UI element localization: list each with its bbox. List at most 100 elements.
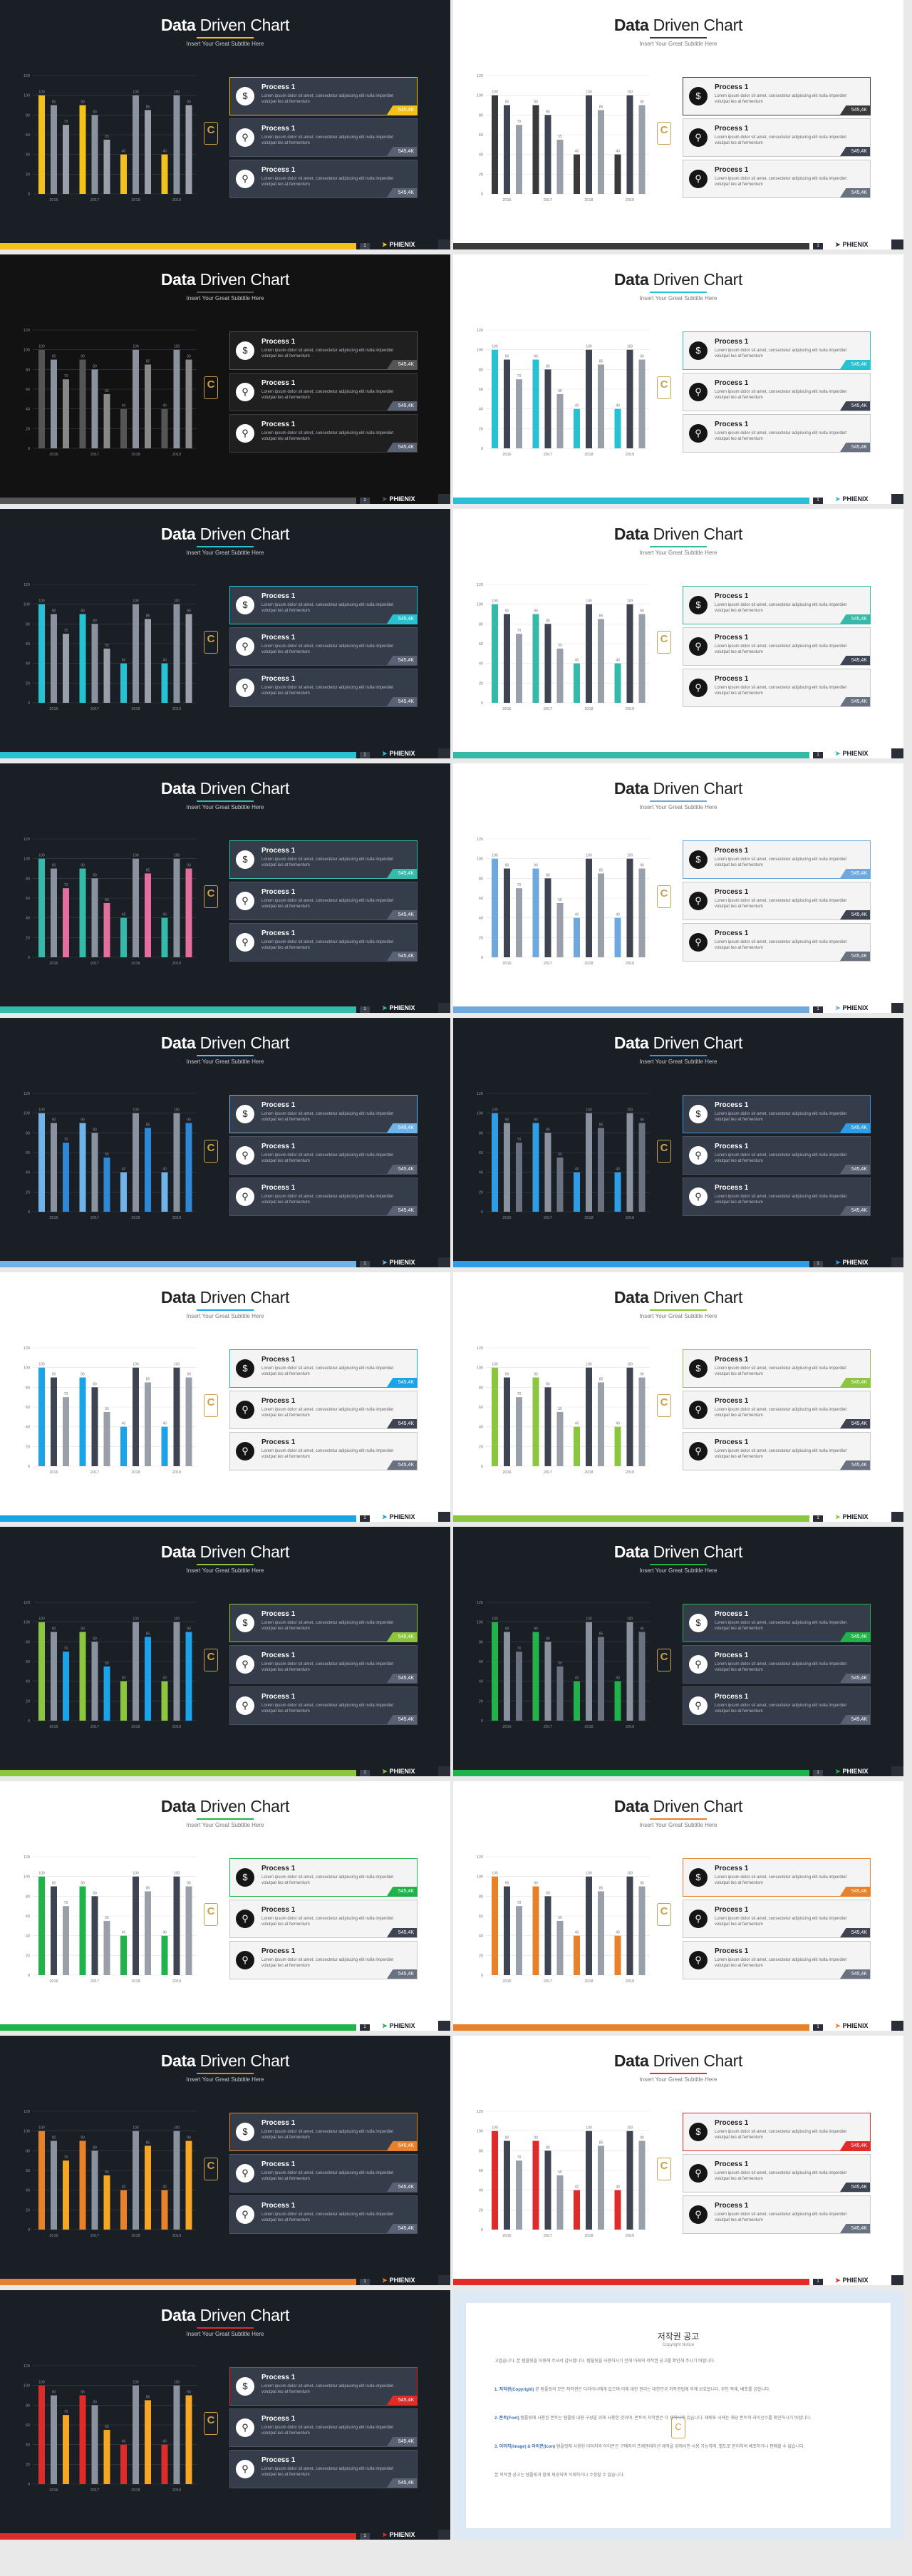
slide-16[interactable]: Data Driven Chart Insert Your Great Subti…	[453, 1781, 903, 2031]
process-card-1[interactable]: $ Process 1 Lorem ipsum dolor sit amet, co…	[683, 331, 871, 370]
data-label: 70	[517, 120, 522, 124]
bar-2018-series-1	[574, 2190, 580, 2230]
process-title: Process 1	[261, 592, 296, 600]
bar-2016-series-1	[492, 1622, 498, 1721]
process-card-2[interactable]: ⚲ Process 1 Lorem ipsum dolor sit amet, co…	[683, 627, 871, 666]
process-card-1[interactable]: $ Process 1 Lorem ipsum dolor sit amet, co…	[229, 840, 418, 879]
process-card-2[interactable]: ⚲ Process 1 Lorem ipsum dolor sit amet, co…	[229, 882, 418, 920]
slide-6[interactable]: Data Driven Chart Insert Your Great Subti…	[453, 509, 903, 758]
process-card-1[interactable]: $ Process 1 Lorem ipsum dolor sit amet, co…	[683, 77, 871, 115]
slide-3[interactable]: Data Driven Chart Insert Your Great Subti…	[0, 254, 450, 504]
data-label: 55	[558, 644, 562, 648]
process-card-3[interactable]: ⚲ Process 1 Lorem ipsum dolor sit amet, co…	[229, 1432, 418, 1470]
process-card-2[interactable]: ⚲ Process 1 Lorem ipsum dolor sit amet, co…	[229, 1645, 418, 1684]
process-title: Process 1	[715, 2202, 749, 2210]
process-card-3[interactable]: ⚲ Process 1 Lorem ipsum dolor sit amet, co…	[683, 1432, 871, 1470]
slide-7[interactable]: Data Driven Chart Insert Your Great Subti…	[0, 763, 450, 1013]
process-card-2[interactable]: ⚲ Process 1 Lorem ipsum dolor sit amet, co…	[683, 1391, 871, 1429]
process-card-2[interactable]: ⚲ Process 1 Lorem ipsum dolor sit amet, co…	[229, 627, 418, 666]
process-card-2[interactable]: ⚲ Process 1 Lorem ipsum dolor sit amet, co…	[229, 1391, 418, 1429]
slide-11[interactable]: Data Driven Chart Insert Your Great Subti…	[0, 1272, 450, 1522]
slide-12[interactable]: Data Driven Chart Insert Your Great Subti…	[453, 1272, 903, 1522]
process-card-3[interactable]: ⚲ Process 1 Lorem ipsum dolor sit amet, co…	[229, 2450, 418, 2488]
process-card-2[interactable]: ⚲ Process 1 Lorem ipsum dolor sit amet, co…	[683, 1136, 871, 1175]
process-card-2[interactable]: ⚲ Process 1 Lorem ipsum dolor sit amet, co…	[683, 1645, 871, 1684]
process-card-3[interactable]: ⚲ Process 1 Lorem ipsum dolor sit amet, co…	[683, 923, 871, 962]
page-number: 1	[360, 2279, 370, 2285]
y-tick-label: 120	[24, 1346, 30, 1351]
y-tick-label: 100	[24, 857, 30, 862]
process-card-2[interactable]: ⚲ Process 1 Lorem ipsum dolor sit amet, co…	[683, 373, 871, 411]
slide-17[interactable]: Data Driven Chart Insert Your Great Subti…	[0, 2036, 450, 2285]
process-card-2[interactable]: ⚲ Process 1 Lorem ipsum dolor sit amet, co…	[229, 373, 418, 411]
process-card-3[interactable]: ⚲ Process 1 Lorem ipsum dolor sit amet, co…	[229, 1686, 418, 1725]
process-card-2[interactable]: ⚲ Process 1 Lorem ipsum dolor sit amet, co…	[229, 1136, 418, 1175]
slide-4[interactable]: Data Driven Chart Insert Your Great Subti…	[453, 254, 903, 504]
slide-13[interactable]: Data Driven Chart Insert Your Great Subti…	[0, 1527, 450, 1776]
location-pin-icon: ⚲	[236, 424, 254, 443]
process-card-3[interactable]: ⚲ Process 1 Lorem ipsum dolor sit amet, co…	[683, 2195, 871, 2234]
process-card-1[interactable]: $ Process 1 Lorem ipsum dolor sit amet, co…	[229, 1604, 418, 1642]
process-card-3[interactable]: ⚲ Process 1 Lorem ipsum dolor sit amet, co…	[683, 414, 871, 453]
process-card-1[interactable]: $ Process 1 Lorem ipsum dolor sit amet, co…	[229, 1349, 418, 1388]
process-card-1[interactable]: $ Process 1 Lorem ipsum dolor sit amet, co…	[229, 2367, 418, 2406]
process-card-1[interactable]: $ Process 1 Lorem ipsum dolor sit amet, co…	[229, 77, 418, 115]
process-card-3[interactable]: ⚲ Process 1 Lorem ipsum dolor sit amet, co…	[683, 1941, 871, 1979]
process-card-3[interactable]: ⚲ Process 1 Lorem ipsum dolor sit amet, co…	[229, 160, 418, 198]
slide-19[interactable]: Data Driven Chart Insert Your Great Subti…	[0, 2290, 450, 2540]
process-card-3[interactable]: ⚲ Process 1 Lorem ipsum dolor sit amet, co…	[683, 160, 871, 198]
x-tick-label: 2019	[626, 1979, 634, 1984]
process-card-1[interactable]: $ Process 1 Lorem ipsum dolor sit amet, co…	[683, 586, 871, 624]
slide-10[interactable]: Data Driven Chart Insert Your Great Subti…	[453, 1018, 903, 1267]
process-card-1[interactable]: $ Process 1 Lorem ipsum dolor sit amet, co…	[229, 331, 418, 370]
data-label: 100	[492, 1617, 498, 1622]
process-card-1[interactable]: $ Process 1 Lorem ipsum dolor sit amet, co…	[683, 840, 871, 879]
process-description: Lorem ipsum dolor sit amet, consectetur …	[261, 2171, 394, 2181]
y-tick-label: 0	[481, 447, 483, 451]
location-pin-icon: ⚲	[236, 1696, 254, 1715]
process-card-2[interactable]: ⚲ Process 1 Lorem ipsum dolor sit amet, co…	[683, 2154, 871, 2193]
slide-18[interactable]: Data Driven Chart Insert Your Great Subti…	[453, 2036, 903, 2285]
process-card-2[interactable]: ⚲ Process 1 Lorem ipsum dolor sit amet, co…	[683, 118, 871, 157]
slide-15[interactable]: Data Driven Chart Insert Your Great Subti…	[0, 1781, 450, 2031]
process-card-3[interactable]: ⚲ Process 1 Lorem ipsum dolor sit amet, co…	[683, 669, 871, 707]
slide-1[interactable]: Data Driven Chart Insert Your Great Subti…	[0, 0, 450, 249]
process-card-2[interactable]: ⚲ Process 1 Lorem ipsum dolor sit amet, co…	[229, 118, 418, 157]
slide-2[interactable]: Data Driven Chart Insert Your Great Subti…	[453, 0, 903, 249]
data-label: 80	[93, 1891, 97, 1895]
process-card-2[interactable]: ⚲ Process 1 Lorem ipsum dolor sit amet, co…	[229, 2408, 418, 2447]
process-card-1[interactable]: $ Process 1 Lorem ipsum dolor sit amet, co…	[683, 1858, 871, 1897]
process-card-1[interactable]: $ Process 1 Lorem ipsum dolor sit amet, co…	[229, 586, 418, 624]
process-card-2[interactable]: ⚲ Process 1 Lorem ipsum dolor sit amet, co…	[683, 1900, 871, 1938]
process-card-3[interactable]: ⚲ Process 1 Lorem ipsum dolor sit amet, co…	[229, 669, 418, 707]
process-card-3[interactable]: ⚲ Process 1 Lorem ipsum dolor sit amet, co…	[229, 1178, 418, 1216]
process-card-3[interactable]: ⚲ Process 1 Lorem ipsum dolor sit amet, co…	[229, 414, 418, 453]
slide-title: Data Driven Chart	[0, 779, 450, 798]
process-card-2[interactable]: ⚲ Process 1 Lorem ipsum dolor sit amet, co…	[229, 1900, 418, 1938]
process-card-3[interactable]: ⚲ Process 1 Lorem ipsum dolor sit amet, co…	[683, 1686, 871, 1725]
process-card-3[interactable]: ⚲ Process 1 Lorem ipsum dolor sit amet, co…	[229, 2195, 418, 2234]
process-card-3[interactable]: ⚲ Process 1 Lorem ipsum dolor sit amet, co…	[229, 923, 418, 962]
process-card-1[interactable]: $ Process 1 Lorem ipsum dolor sit amet, co…	[683, 1095, 871, 1133]
slide-9[interactable]: Data Driven Chart Insert Your Great Subti…	[0, 1018, 450, 1267]
process-card-2[interactable]: ⚲ Process 1 Lorem ipsum dolor sit amet, co…	[229, 2154, 418, 2193]
process-card-2[interactable]: ⚲ Process 1 Lorem ipsum dolor sit amet, co…	[683, 882, 871, 920]
process-card-1[interactable]: $ Process 1 Lorem ipsum dolor sit amet, co…	[683, 2113, 871, 2151]
slide-5[interactable]: Data Driven Chart Insert Your Great Subti…	[0, 509, 450, 758]
process-card-1[interactable]: $ Process 1 Lorem ipsum dolor sit amet, co…	[229, 1858, 418, 1897]
process-card-1[interactable]: $ Process 1 Lorem ipsum dolor sit amet, co…	[683, 1349, 871, 1388]
process-value-tag: 545,4K	[840, 697, 870, 706]
slide-footer: 1 ➤ PHIENIX	[453, 2021, 903, 2031]
y-tick-label: 80	[26, 2149, 30, 2153]
copyright-notice-slide[interactable]: 저작권 공고 Copyright Notice 고맙습니다. 본 템플릿을 이용해 …	[453, 2290, 903, 2540]
process-card-1[interactable]: $ Process 1 Lorem ipsum dolor sit amet, co…	[683, 1604, 871, 1642]
process-card-3[interactable]: ⚲ Process 1 Lorem ipsum dolor sit amet, co…	[229, 1941, 418, 1979]
process-card-1[interactable]: $ Process 1 Lorem ipsum dolor sit amet, co…	[229, 2113, 418, 2151]
process-card-3[interactable]: ⚲ Process 1 Lorem ipsum dolor sit amet, co…	[683, 1178, 871, 1216]
slide-8[interactable]: Data Driven Chart Insert Your Great Subti…	[453, 763, 903, 1013]
process-card-1[interactable]: $ Process 1 Lorem ipsum dolor sit amet, co…	[229, 1095, 418, 1133]
bar-2019-series-3	[185, 1886, 192, 1975]
data-label: 100	[586, 1108, 592, 1113]
bar-2018-series-3	[598, 1637, 604, 1721]
slide-14[interactable]: Data Driven Chart Insert Your Great Subti…	[453, 1527, 903, 1776]
